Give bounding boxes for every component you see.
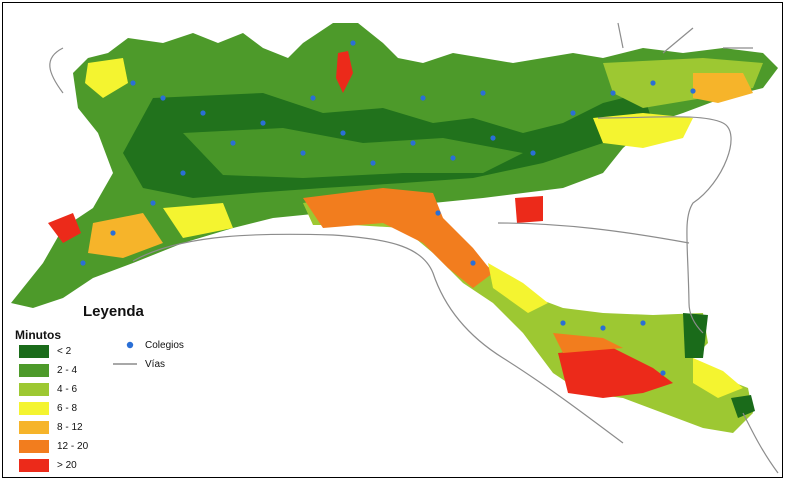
school-point [350, 40, 356, 46]
legend-class-label: < 2 [57, 345, 72, 357]
road-south-arc [132, 233, 624, 444]
road-north-2 [662, 27, 694, 54]
zone-yellow-east [593, 113, 693, 148]
school-point [560, 320, 566, 326]
legend-swatch [19, 458, 49, 472]
school-point [690, 88, 696, 94]
legend-class-label: 6 - 8 [57, 402, 78, 414]
zone-red-northwest [48, 213, 81, 243]
zone-orange-southwest [88, 213, 163, 258]
legend-class-row: > 20 [19, 458, 77, 472]
road-northwest [49, 47, 64, 94]
legend-class-label: 2 - 4 [57, 364, 78, 376]
school-point [110, 230, 116, 236]
legend-swatch [19, 439, 49, 453]
school-point [420, 95, 426, 101]
school-point [530, 150, 536, 156]
roads [49, 22, 779, 474]
road-east-link [497, 222, 690, 244]
legend-swatch [19, 382, 49, 396]
legend-class-row: 8 - 12 [19, 420, 83, 434]
school-point [370, 160, 376, 166]
school-point-icon [126, 341, 134, 349]
school-point [340, 130, 346, 136]
school-point [600, 325, 606, 331]
zone-dark-green-corner [731, 395, 755, 418]
legend-swatch [19, 401, 49, 415]
legend-title: Leyenda [83, 303, 144, 320]
school-point [300, 150, 306, 156]
zone-dark-green-southeast [683, 313, 708, 358]
school-point [435, 210, 441, 216]
road-north-1 [617, 22, 624, 49]
legend-symbol-label: Vías [145, 358, 166, 370]
legend-class-label: 12 - 20 [57, 440, 89, 452]
school-point [130, 80, 136, 86]
school-points [80, 40, 696, 376]
school-point [80, 260, 86, 266]
legend-classes-title: Minutos [15, 328, 61, 342]
legend-class-label: 4 - 6 [57, 383, 78, 395]
legend-swatch [19, 363, 49, 377]
zone-orange-east [693, 73, 753, 103]
legend-swatch [19, 344, 49, 358]
school-point [660, 370, 666, 376]
legend-symbol-roads: Vías [113, 357, 165, 371]
school-point [160, 95, 166, 101]
zone-yellow-southeast [693, 358, 743, 398]
legend-class-row: 12 - 20 [19, 439, 88, 453]
school-point [310, 95, 316, 101]
school-point [610, 90, 616, 96]
school-point [570, 110, 576, 116]
zone-patches [48, 51, 763, 418]
zone-orange-south [553, 333, 623, 353]
zone-red-north [336, 51, 353, 93]
legend-class-label: > 20 [57, 459, 77, 471]
school-point [200, 110, 206, 116]
legend-class-row: 4 - 6 [19, 382, 77, 396]
legend-swatch [19, 420, 49, 434]
zone-yellow-southwest [163, 203, 233, 238]
school-point [180, 170, 186, 176]
school-point [490, 135, 496, 141]
road-line-icon [113, 363, 137, 365]
zone-red-south [558, 348, 673, 398]
school-point [450, 155, 456, 161]
school-point [470, 260, 476, 266]
zone-mid-green [183, 128, 523, 178]
zone-red-center [515, 196, 543, 223]
school-point [640, 320, 646, 326]
legend-class-row: 6 - 8 [19, 401, 77, 415]
school-point [260, 120, 266, 126]
school-point [650, 80, 656, 86]
school-point [150, 200, 156, 206]
road-south-exit [742, 412, 779, 474]
zone-light-green-east [603, 58, 763, 108]
legend-symbol-schools: Colegios [123, 338, 184, 352]
legend-class-row: 2 - 4 [19, 363, 77, 377]
zone-yellow-south [488, 263, 548, 313]
legend-symbol-label: Colegios [145, 339, 184, 351]
zone-orange-center [303, 188, 493, 288]
road-east-ring [597, 116, 732, 334]
legend-class-label: 8 - 12 [57, 421, 83, 433]
school-point [230, 140, 236, 146]
accessibility-map[interactable] [3, 3, 783, 478]
legend-class-row: < 2 [19, 344, 71, 358]
zone-yellow-northwest [85, 58, 128, 98]
school-point [410, 140, 416, 146]
school-point [480, 90, 486, 96]
